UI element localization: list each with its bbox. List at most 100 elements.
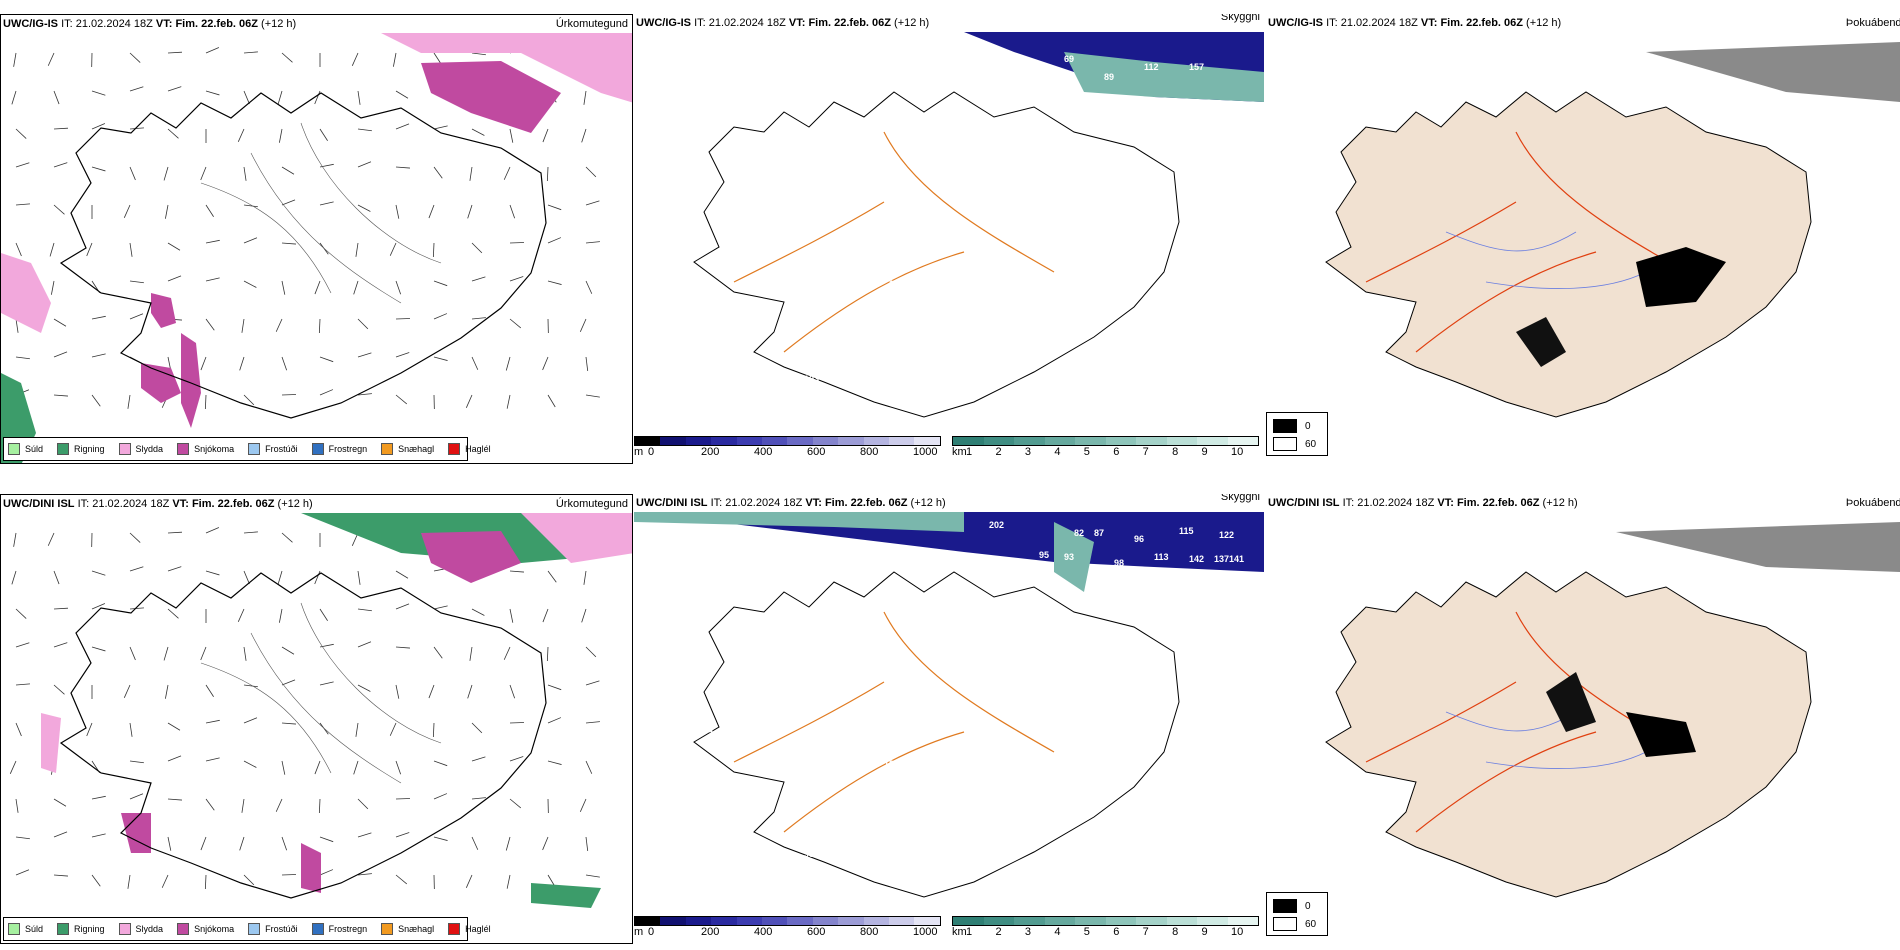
cloud-base-value: 142 — [1189, 554, 1204, 564]
colorbar-segment — [787, 917, 813, 925]
legend-swatch — [248, 443, 261, 455]
wind-barb — [585, 280, 593, 294]
wind-barb — [15, 642, 30, 648]
wind-barb — [547, 570, 557, 583]
wind-barb — [281, 394, 297, 396]
colorbar-segment — [914, 437, 940, 445]
legend-item: Haglél — [448, 443, 491, 455]
lead-time: (+12 h) — [261, 18, 297, 30]
cloud-base-value: 77 — [744, 419, 754, 429]
cloud-base-value: 143 — [709, 729, 724, 739]
wind-barb — [392, 52, 397, 67]
legend-label: Frostúði — [265, 924, 298, 934]
cloud-base-colorbar: m 0 200 400 600 800 1000 — [634, 916, 944, 944]
wind-barb — [281, 52, 293, 63]
wind-barb — [357, 128, 372, 132]
wind-barb — [395, 874, 408, 885]
wind-barb — [278, 608, 283, 623]
wind-barb — [509, 722, 525, 724]
wind-barb — [395, 204, 400, 219]
colorbar-segment — [1105, 437, 1136, 445]
it-label: IT: — [77, 498, 90, 510]
wind-barb — [509, 608, 514, 623]
wind-barb — [471, 356, 479, 370]
wind-barb — [205, 570, 220, 576]
wind-barb — [581, 608, 587, 623]
vt-value: Fim. 22.feb. 06Z — [1440, 17, 1523, 29]
wind-barb — [91, 315, 106, 320]
colorbar-segment — [1105, 917, 1136, 925]
wind-barb — [433, 356, 448, 361]
wind-barb — [200, 356, 207, 371]
wind-barb — [357, 684, 371, 692]
wind-barb — [357, 798, 369, 810]
precip-type-legend: Súld Rigning Slydda Snjókoma Frostúði Fr… — [3, 437, 491, 461]
wind-barb — [50, 280, 55, 295]
fog-legend-row: 0 — [1273, 899, 1311, 913]
wind-barb — [547, 394, 556, 408]
colorbar-tick-label: 1 — [966, 926, 973, 938]
cloud-base-value: 93 — [1064, 552, 1074, 562]
cloud-base-value: 116 — [1109, 94, 1124, 104]
cloud-base-value: 121 — [729, 869, 744, 879]
colorbar-segment — [762, 917, 788, 925]
colorbar-tick-label: 10 — [1231, 446, 1244, 458]
colorbar-tick-label: 3 — [1024, 446, 1031, 458]
wind-barb — [205, 318, 215, 331]
it-label: IT: — [1342, 497, 1355, 509]
wind-barb — [15, 356, 30, 360]
wind-barb — [9, 760, 17, 774]
colorbar-tick-label: 400 — [754, 446, 773, 458]
wind-barb — [395, 123, 410, 130]
cloud-base-value: 96 — [1134, 534, 1144, 544]
colorbar-tick-label: 3 — [1024, 926, 1031, 938]
wind-barb — [15, 242, 22, 257]
colorbar-segment — [660, 437, 686, 445]
wind-barb — [395, 832, 410, 838]
vt-value: Fim. 22.feb. 06Z — [808, 17, 891, 29]
model-name: UWC/DINI ISL — [1268, 497, 1340, 509]
colorbar-tick-label: 600 — [807, 926, 826, 938]
legend-label: Haglél — [465, 924, 491, 934]
wind-barb — [471, 608, 485, 616]
panel-header: UWC/IG-IS IT: 21.02.2024 18Z VT: Fim. 22… — [1266, 14, 1900, 32]
cloud-base-value: 103 — [804, 374, 819, 384]
wind-barb — [91, 570, 106, 576]
wind-barb — [389, 242, 397, 256]
cloud-base-colorbar: m 0 200 400 600 800 1000 — [634, 436, 944, 464]
legend-label: Frostregn — [328, 924, 368, 934]
wind-barb — [129, 52, 141, 63]
wind-barb — [547, 717, 562, 724]
colorbar-segment — [711, 917, 737, 925]
legend-swatch — [57, 923, 70, 935]
cloud-base-value: 149 — [744, 779, 759, 789]
legend-item: Frostúði — [248, 923, 298, 935]
fog-legend: 0 60 — [1266, 892, 1328, 936]
fog-indicator-panel-row2: UWC/DINI ISL IT: 21.02.2024 18Z VT: Fim.… — [1266, 494, 1900, 944]
colorbar-tick-label: 1000 — [913, 926, 938, 938]
legend-label: Súld — [25, 444, 44, 454]
wind-barb — [314, 90, 321, 105]
legend-swatch — [448, 923, 461, 935]
wind-barb — [205, 204, 214, 217]
wind-barb — [547, 760, 562, 765]
colorbar-unit: m — [634, 446, 644, 458]
wind-barb — [585, 200, 600, 206]
legend-swatch — [248, 923, 261, 935]
wind-barb — [129, 760, 144, 764]
colorbar-tick-label: 800 — [860, 446, 879, 458]
legend-swatch — [381, 443, 394, 455]
colorbar-segment — [787, 437, 813, 445]
wind-barb — [167, 836, 172, 851]
wind-barb — [395, 684, 400, 699]
wind-barb — [205, 798, 215, 811]
wind-barb — [319, 681, 334, 686]
panel-header: UWC/DINI ISL IT: 21.02.2024 18Z VT: Fim.… — [1266, 494, 1900, 512]
colorbar-tick-label: 200 — [701, 446, 720, 458]
wind-barb — [357, 608, 372, 612]
wind-barb — [433, 313, 448, 320]
wind-barb — [277, 570, 283, 585]
wind-barb — [319, 356, 334, 363]
wind-barb — [469, 166, 473, 181]
wind-barb — [433, 125, 448, 130]
